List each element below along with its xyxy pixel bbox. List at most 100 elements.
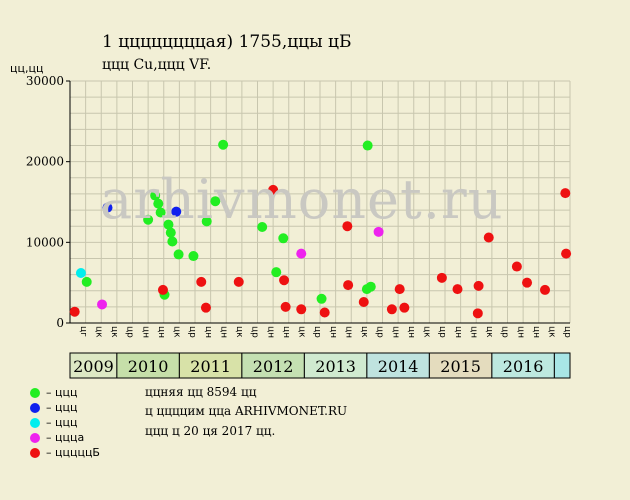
- data-point: [257, 222, 268, 233]
- year-band-label: 2012: [253, 357, 294, 376]
- data-point: [386, 304, 397, 315]
- year-band: [491, 352, 555, 379]
- data-point: [163, 219, 174, 230]
- x-tick-label: цн: [265, 326, 275, 338]
- data-point: [173, 249, 184, 260]
- x-tick-label: цн: [203, 326, 213, 338]
- data-point: [319, 307, 330, 318]
- legend-label: – ццц: [46, 386, 78, 399]
- x-tick-label: цк: [547, 326, 557, 338]
- data-point: [560, 188, 571, 199]
- year-band: [116, 352, 180, 379]
- legend-item-0: – ццц: [30, 385, 100, 400]
- data-point: [362, 140, 373, 151]
- data-point: [196, 276, 207, 287]
- x-tick-label: цк: [297, 326, 307, 338]
- data-point: [342, 221, 353, 232]
- data-point: [561, 248, 572, 259]
- chart-title: 1 ццццццццая) 1755,ццы цБ: [102, 32, 352, 52]
- x-tick-label: цг: [78, 326, 88, 337]
- data-point: [522, 277, 533, 288]
- data-point: [81, 276, 92, 287]
- x-tick-label: цр: [187, 326, 197, 338]
- data-point: [97, 299, 108, 310]
- chart-subtitle: ццц Cu,ццц VF.: [102, 57, 212, 73]
- x-tick-label: цн: [453, 326, 463, 338]
- x-tick-label: цн: [343, 326, 353, 338]
- watermark: arhivmonet.ru: [100, 168, 504, 231]
- note-line-2: ц ццццим ццa ARHIVMONET.RU: [145, 404, 348, 418]
- legend-item-2: – ццц: [30, 415, 100, 430]
- data-point: [280, 301, 291, 312]
- data-point: [165, 227, 176, 238]
- data-point: [373, 226, 384, 237]
- year-band: [69, 352, 118, 379]
- y-tick-label: 0: [56, 316, 64, 330]
- x-tick-label: цн: [390, 326, 400, 338]
- data-point: [201, 216, 212, 227]
- data-point: [296, 248, 307, 259]
- x-tick-label: цр: [375, 326, 385, 338]
- x-tick-label: цр: [500, 326, 510, 338]
- data-point: [358, 297, 369, 308]
- note-line-1: ццняя цц 8594 цц: [145, 385, 257, 399]
- data-point: [394, 284, 405, 295]
- y-tick-label: 30000: [26, 74, 64, 88]
- data-point: [271, 267, 282, 278]
- year-band-label: 2013: [315, 357, 356, 376]
- legend-dot-icon: [30, 417, 40, 428]
- year-band-label: 2016: [503, 357, 544, 376]
- data-point: [155, 207, 166, 218]
- data-point: [473, 280, 484, 291]
- note-line-3: ццц ц 20 ця 2017 цц.: [145, 424, 276, 438]
- legend-item-3: – ццца: [30, 430, 100, 445]
- year-band-label: 2011: [190, 357, 231, 376]
- x-tick-label: цн: [531, 326, 541, 338]
- x-tick-label: цн: [328, 326, 338, 338]
- x-tick-label: цр: [437, 326, 447, 338]
- year-band-label: 2015: [440, 357, 481, 376]
- data-point: [365, 281, 376, 292]
- data-point: [102, 202, 113, 213]
- x-tick-label: цк: [234, 326, 244, 338]
- data-point: [436, 272, 447, 283]
- x-tick-label: цн: [515, 326, 525, 338]
- data-point: [540, 284, 550, 295]
- data-point: [296, 304, 307, 315]
- x-tick-label: цр: [250, 326, 260, 338]
- y-axis-unit-label: цц,цц: [10, 62, 44, 75]
- data-point: [343, 280, 354, 291]
- legend-label: – ццц: [46, 416, 78, 429]
- data-point: [399, 302, 410, 313]
- x-tick-label: цк: [359, 326, 369, 338]
- data-point: [218, 139, 229, 150]
- data-point: [69, 306, 80, 317]
- data-point: [150, 190, 161, 201]
- year-band-label: 2014: [378, 357, 419, 376]
- x-tick-label: цк: [484, 326, 494, 338]
- x-tick-label: цн: [156, 326, 166, 338]
- y-tick-label: 20000: [26, 155, 64, 169]
- data-point: [167, 236, 178, 247]
- legend-dot-icon: [30, 387, 40, 398]
- data-point: [75, 267, 86, 278]
- data-point: [233, 276, 244, 287]
- data-point: [210, 196, 221, 207]
- year-band: [553, 352, 571, 379]
- x-tick-label: цк: [422, 326, 432, 338]
- data-point: [268, 184, 279, 195]
- data-point: [316, 293, 327, 304]
- data-point: [511, 261, 522, 272]
- year-band: [366, 352, 430, 379]
- data-point: [171, 206, 182, 217]
- legend-label: – цццццБ: [46, 446, 100, 459]
- data-point: [188, 251, 199, 262]
- x-tick-label: цн: [281, 326, 291, 338]
- data-point: [452, 284, 463, 295]
- x-tick-label: цр: [312, 326, 322, 338]
- data-point: [157, 284, 168, 295]
- data-point: [143, 214, 154, 225]
- x-tick-label: цн: [406, 326, 416, 338]
- y-tick-label: 10000: [26, 235, 64, 249]
